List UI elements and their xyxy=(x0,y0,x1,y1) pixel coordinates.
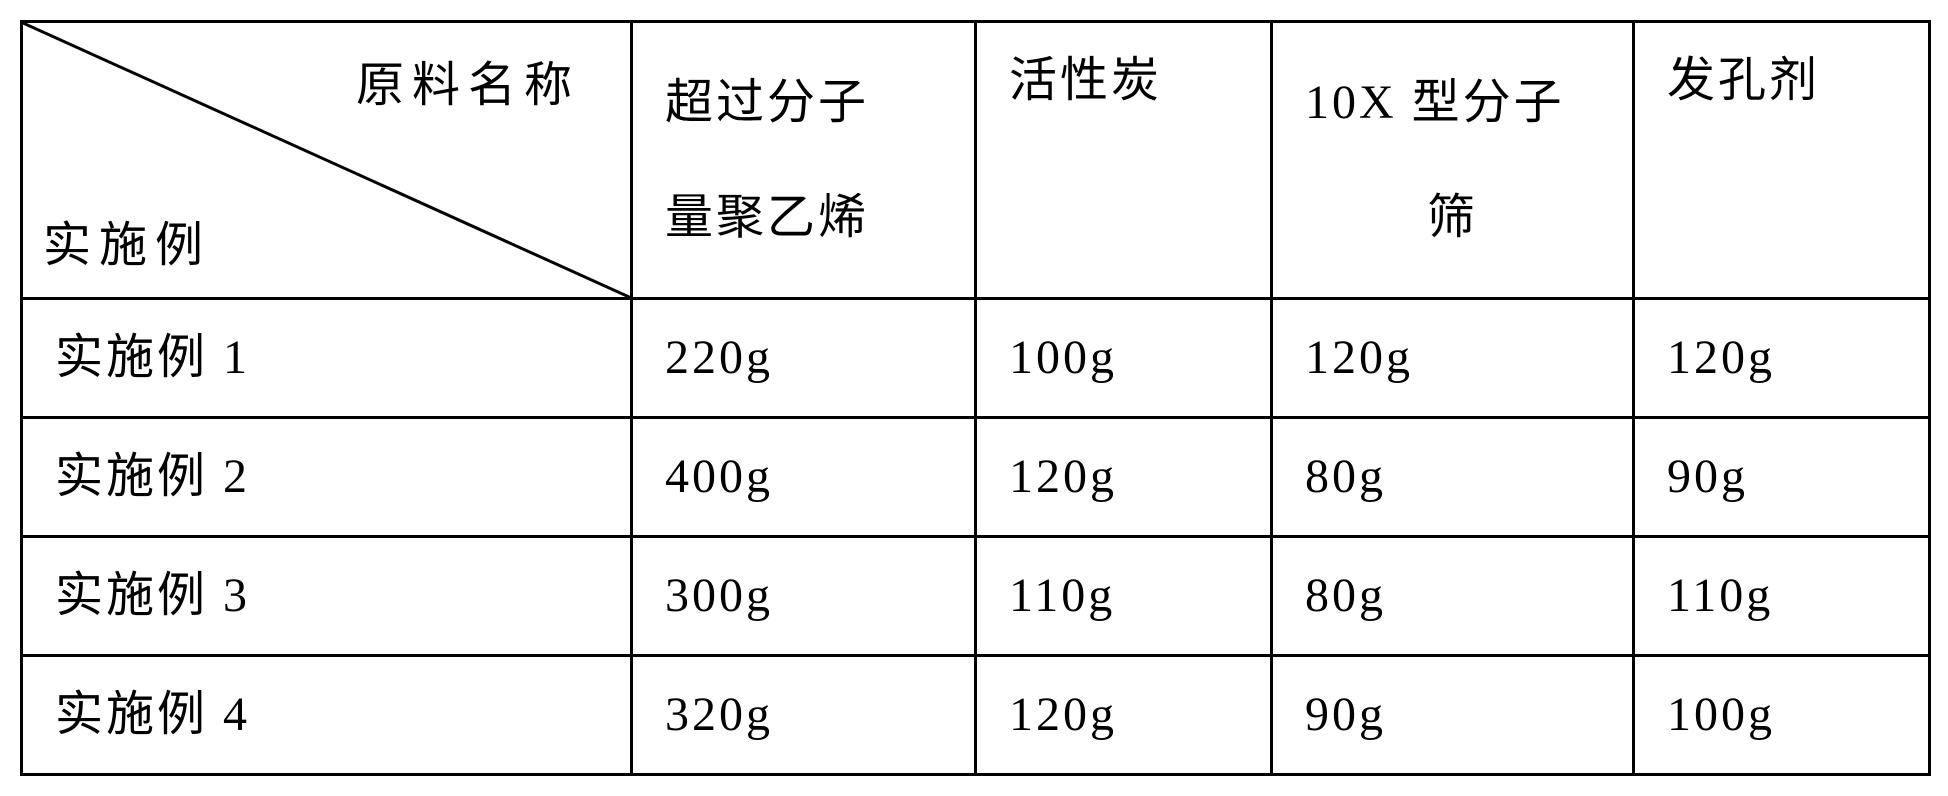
cell: 90g xyxy=(1634,418,1930,537)
diagonal-header-cell: 原料名称 实施例 xyxy=(22,22,632,299)
table-row: 实施例 2 400g 120g 80g 90g xyxy=(22,418,1930,537)
cell: 100g xyxy=(976,299,1272,418)
data-table: 原料名称 实施例 超过分子 量聚乙烯 活性炭 10X 型分子 筛 发孔剂 xyxy=(20,20,1931,776)
cell-value: 90g xyxy=(1273,657,1632,773)
cell-value: 100g xyxy=(1635,657,1928,773)
row-label: 实施例 4 xyxy=(23,657,630,773)
cell: 120g xyxy=(976,418,1272,537)
cell: 80g xyxy=(1272,418,1634,537)
cell: 90g xyxy=(1272,656,1634,775)
cell-value: 400g xyxy=(633,419,974,535)
cell-value: 320g xyxy=(633,657,974,773)
cell-value: 120g xyxy=(1273,300,1632,416)
row-label-cell: 实施例 2 xyxy=(22,418,632,537)
header-col2-text: 活性炭 xyxy=(977,23,1270,139)
cell: 220g xyxy=(632,299,976,418)
header-col3-line2: 筛 xyxy=(1305,160,1600,275)
cell: 120g xyxy=(1272,299,1634,418)
header-col-4: 发孔剂 xyxy=(1634,22,1930,299)
cell: 120g xyxy=(976,656,1272,775)
cell-value: 120g xyxy=(977,657,1270,773)
header-col3-line1: 10X 型分子 xyxy=(1305,76,1565,129)
diag-bottom-label: 实施例 xyxy=(43,205,211,275)
cell: 400g xyxy=(632,418,976,537)
header-col-2: 活性炭 xyxy=(976,22,1272,299)
table-row: 实施例 3 300g 110g 80g 110g xyxy=(22,537,1930,656)
row-label: 实施例 1 xyxy=(23,300,630,416)
cell: 110g xyxy=(1634,537,1930,656)
cell-value: 110g xyxy=(977,538,1270,654)
cell: 100g xyxy=(1634,656,1930,775)
table-row: 实施例 1 220g 100g 120g 120g xyxy=(22,299,1930,418)
cell-value: 120g xyxy=(1635,300,1928,416)
cell-value: 100g xyxy=(977,300,1270,416)
row-label-cell: 实施例 4 xyxy=(22,656,632,775)
cell-value: 80g xyxy=(1273,419,1632,535)
cell: 120g xyxy=(1634,299,1930,418)
cell-value: 300g xyxy=(633,538,974,654)
row-label-cell: 实施例 3 xyxy=(22,537,632,656)
cell-value: 110g xyxy=(1635,538,1928,654)
cell: 80g xyxy=(1272,537,1634,656)
cell-value: 220g xyxy=(633,300,974,416)
header-col1-line2: 量聚乙烯 xyxy=(665,191,869,244)
cell: 300g xyxy=(632,537,976,656)
cell-value: 90g xyxy=(1635,419,1928,535)
data-table-wrapper: 原料名称 实施例 超过分子 量聚乙烯 活性炭 10X 型分子 筛 发孔剂 xyxy=(20,20,1928,776)
header-col-3: 10X 型分子 筛 xyxy=(1272,22,1634,299)
row-label: 实施例 2 xyxy=(23,419,630,535)
cell: 320g xyxy=(632,656,976,775)
table-row: 实施例 4 320g 120g 90g 100g xyxy=(22,656,1930,775)
diag-top-label: 原料名称 xyxy=(356,45,580,115)
header-col-1: 超过分子 量聚乙烯 xyxy=(632,22,976,299)
header-col1-line1: 超过分子 xyxy=(665,76,869,129)
cell-value: 120g xyxy=(977,419,1270,535)
row-label: 实施例 3 xyxy=(23,538,630,654)
row-label-cell: 实施例 1 xyxy=(22,299,632,418)
table-header-row: 原料名称 实施例 超过分子 量聚乙烯 活性炭 10X 型分子 筛 发孔剂 xyxy=(22,22,1930,299)
cell-value: 80g xyxy=(1273,538,1632,654)
cell: 110g xyxy=(976,537,1272,656)
header-col4-text: 发孔剂 xyxy=(1635,23,1928,139)
